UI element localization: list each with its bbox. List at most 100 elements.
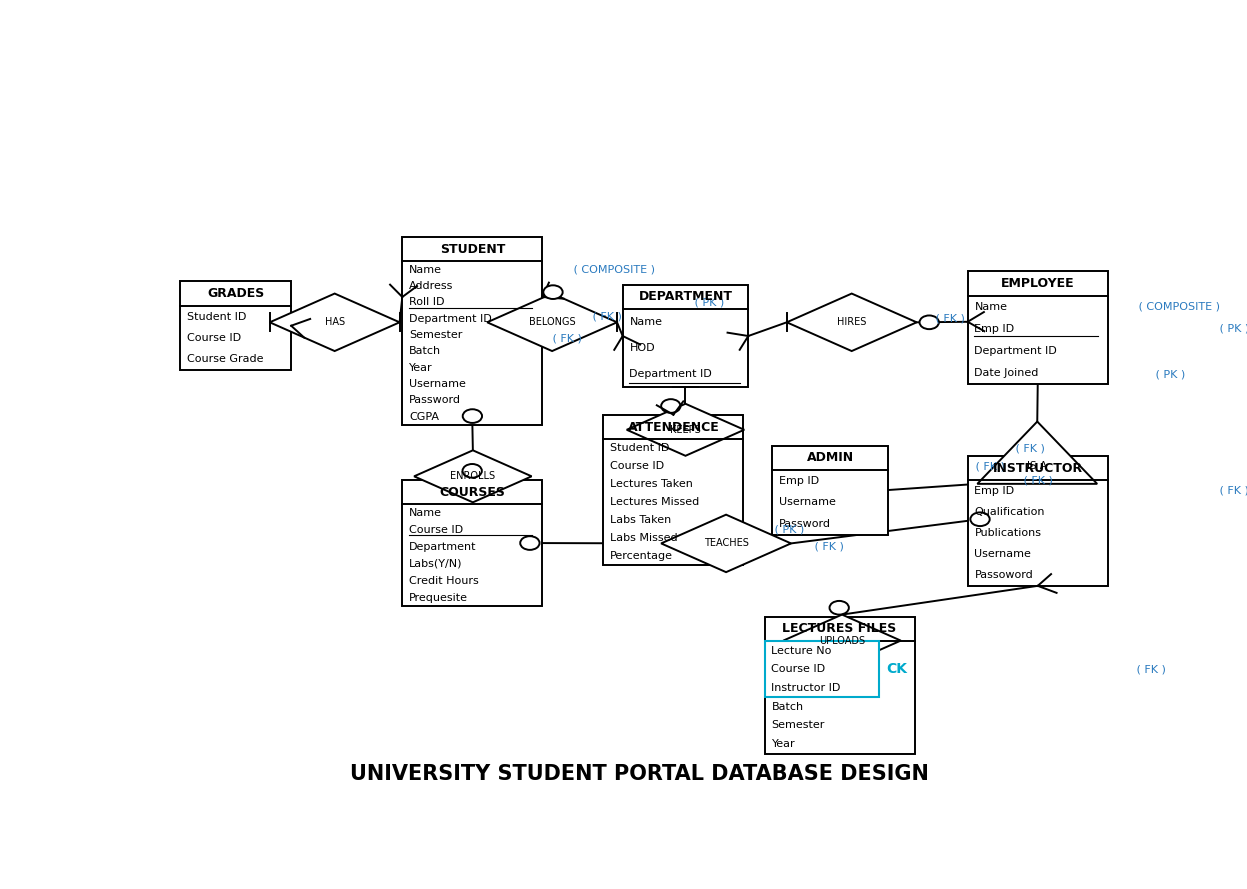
Text: Course ID: Course ID (610, 461, 665, 471)
Text: HIRES: HIRES (837, 317, 867, 327)
Text: INSTRUCTOR: INSTRUCTOR (993, 461, 1082, 475)
Polygon shape (488, 293, 617, 351)
Text: ( PK ): ( PK ) (1216, 324, 1247, 333)
Text: ( FK ): ( FK ) (1013, 444, 1045, 453)
Text: TEACHES: TEACHES (703, 539, 748, 549)
Text: Password: Password (409, 396, 461, 405)
Circle shape (520, 536, 540, 550)
Text: Emp ID: Emp ID (974, 486, 1015, 496)
Bar (180, 281, 292, 370)
Circle shape (661, 399, 681, 412)
Text: Course ID: Course ID (772, 664, 826, 675)
Text: Course ID: Course ID (187, 333, 241, 343)
Text: CK: CK (887, 662, 907, 677)
Text: ( FK ): ( FK ) (1020, 476, 1054, 486)
Text: Department ID: Department ID (974, 346, 1057, 356)
Circle shape (463, 409, 483, 423)
Bar (772, 445, 888, 534)
Text: LECTURES FILES: LECTURES FILES (783, 622, 897, 636)
Bar (968, 271, 1107, 384)
Text: ( COMPOSITE ): ( COMPOSITE ) (570, 265, 655, 275)
Text: Department ID: Department ID (409, 314, 491, 324)
Text: Labs Missed: Labs Missed (610, 533, 677, 543)
Text: UPLOADS: UPLOADS (819, 636, 865, 645)
Bar (403, 480, 542, 606)
Text: ( PK ): ( PK ) (691, 297, 723, 308)
Text: ( COMPOSITE ): ( COMPOSITE ) (1135, 301, 1221, 312)
Text: EMPLOYEE: EMPLOYEE (1001, 276, 1075, 290)
Polygon shape (783, 614, 900, 667)
Polygon shape (269, 293, 399, 351)
Text: ATTENDENCE: ATTENDENCE (627, 420, 720, 434)
Text: ENROLLS: ENROLLS (450, 471, 495, 481)
Polygon shape (627, 404, 744, 456)
Circle shape (544, 285, 562, 299)
Text: Lectures Taken: Lectures Taken (610, 479, 693, 489)
Polygon shape (661, 515, 791, 573)
Text: Course ID: Course ID (409, 525, 463, 535)
Text: BELONGS: BELONGS (529, 317, 575, 327)
Text: Labs(Y/N): Labs(Y/N) (409, 559, 463, 569)
Text: Batch: Batch (409, 347, 441, 356)
Text: IS A: IS A (1028, 461, 1047, 471)
Text: Prequesite: Prequesite (409, 593, 468, 603)
Bar (968, 456, 1107, 586)
Text: ( FK ): ( FK ) (811, 542, 844, 552)
Text: Department: Department (409, 542, 476, 552)
Text: Labs Taken: Labs Taken (610, 516, 671, 525)
Text: GRADES: GRADES (207, 287, 264, 300)
Text: Username: Username (974, 549, 1031, 559)
Text: DEPARTMENT: DEPARTMENT (638, 291, 732, 303)
Text: Date Joined: Date Joined (974, 368, 1039, 378)
Bar (764, 641, 879, 698)
Text: Qualification: Qualification (974, 507, 1045, 517)
Circle shape (970, 512, 990, 526)
Circle shape (919, 316, 939, 329)
Text: Batch: Batch (772, 701, 803, 712)
Text: Password: Password (779, 519, 832, 529)
Text: Lectures Missed: Lectures Missed (610, 497, 700, 508)
Bar (403, 236, 542, 425)
Text: ( FK ): ( FK ) (1134, 664, 1166, 675)
Text: Department ID: Department ID (630, 369, 712, 380)
Text: Semester: Semester (409, 330, 463, 340)
Text: Publications: Publications (974, 528, 1041, 538)
Text: KEEPS: KEEPS (670, 425, 701, 435)
Text: Name: Name (974, 301, 1008, 312)
Text: Lecture No: Lecture No (772, 645, 832, 656)
Text: Semester: Semester (772, 720, 824, 731)
Text: ( PK ): ( PK ) (771, 525, 804, 535)
Text: Address: Address (409, 281, 454, 291)
Text: Student ID: Student ID (610, 444, 670, 453)
Bar (764, 617, 914, 754)
Text: CGPA: CGPA (409, 412, 439, 421)
Text: Roll ID: Roll ID (409, 297, 445, 308)
Text: Year: Year (409, 363, 433, 372)
Text: HAS: HAS (324, 317, 344, 327)
Text: ( FK ): ( FK ) (1216, 486, 1247, 496)
Text: Percentage: Percentage (610, 551, 673, 561)
Circle shape (463, 464, 481, 477)
Text: COURSES: COURSES (439, 485, 505, 499)
Polygon shape (787, 293, 917, 351)
Polygon shape (414, 451, 531, 502)
Text: Emp ID: Emp ID (779, 476, 819, 486)
Text: ( PK ): ( PK ) (1152, 369, 1186, 380)
Text: Course Grade: Course Grade (187, 355, 263, 364)
Text: STUDENT: STUDENT (440, 243, 505, 255)
Text: Name: Name (409, 508, 443, 518)
Text: UNIVERSITY STUDENT PORTAL DATABASE DESIGN: UNIVERSITY STUDENT PORTAL DATABASE DESIG… (349, 765, 929, 784)
Text: ( FK ): ( FK ) (971, 461, 1005, 471)
Text: Name: Name (630, 317, 662, 327)
Text: Emp ID: Emp ID (974, 324, 1015, 333)
Text: Year: Year (772, 740, 796, 749)
Text: HOD: HOD (630, 343, 655, 353)
Circle shape (829, 601, 849, 614)
Bar (604, 414, 743, 565)
Text: ( FK ): ( FK ) (932, 314, 965, 324)
Text: Username: Username (409, 379, 466, 389)
Text: Name: Name (409, 265, 443, 275)
Text: Student ID: Student ID (187, 312, 246, 322)
Text: ADMIN: ADMIN (807, 452, 854, 464)
Text: Instructor ID: Instructor ID (772, 683, 840, 693)
